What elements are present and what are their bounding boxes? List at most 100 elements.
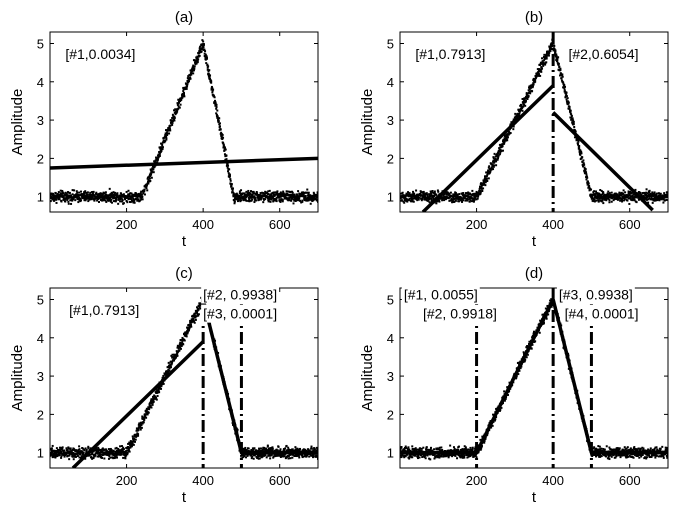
data-point [472, 447, 474, 449]
data-point [218, 117, 220, 119]
data-point [176, 355, 178, 357]
data-point [292, 448, 294, 450]
data-point [79, 453, 81, 455]
data-point [194, 322, 196, 324]
data-point [244, 447, 246, 449]
data-point [582, 159, 584, 161]
data-point [162, 146, 164, 148]
x-tick-label: 600 [269, 473, 291, 488]
data-point [514, 113, 516, 115]
data-point [202, 41, 204, 43]
data-point [142, 198, 144, 200]
data-point [429, 458, 431, 460]
data-point [298, 456, 300, 458]
y-tick-label: 2 [37, 407, 44, 422]
data-point [290, 200, 292, 202]
data-point [216, 106, 218, 108]
data-point [533, 83, 535, 85]
data-point [91, 452, 93, 454]
data-point [240, 199, 242, 201]
x-tick-label: 400 [192, 217, 214, 232]
data-point [198, 309, 200, 311]
fit-line [50, 158, 318, 168]
data-point [134, 202, 136, 204]
data-point [308, 456, 310, 458]
data-point [60, 457, 62, 459]
data-point [225, 158, 227, 160]
data-point [268, 200, 270, 202]
data-point [488, 177, 490, 179]
data-point [188, 80, 190, 82]
data-point [418, 199, 420, 201]
data-point [209, 74, 211, 76]
data-point [548, 55, 550, 57]
panel-title: (a) [175, 9, 193, 26]
panel-title: (c) [175, 265, 193, 282]
data-point [403, 202, 405, 204]
data-point [402, 192, 404, 194]
data-point [262, 201, 264, 203]
data-point [609, 192, 611, 194]
segment-annotation: [#2, 0.9938] [203, 286, 277, 302]
data-point [588, 182, 590, 184]
data-point [150, 406, 152, 408]
data-point [197, 61, 199, 63]
data-point [186, 83, 188, 85]
data-point [89, 192, 91, 194]
data-point [93, 191, 95, 193]
data-point [255, 200, 257, 202]
data-point [585, 168, 587, 170]
data-point [126, 191, 128, 193]
data-point [558, 63, 560, 65]
y-axis-label: Amplitude [9, 345, 26, 412]
data-point [152, 404, 154, 406]
data-point [255, 197, 257, 199]
data-point [289, 457, 291, 459]
data-point [663, 192, 665, 194]
data-point [559, 68, 561, 70]
data-point [133, 444, 135, 446]
data-point [578, 145, 580, 147]
data-point [193, 68, 195, 70]
data-point [573, 123, 575, 125]
data-point [253, 447, 255, 449]
data-point [229, 174, 231, 176]
data-point [578, 147, 580, 149]
data-point [133, 200, 135, 202]
data-point [51, 447, 53, 449]
y-tick-label: 2 [387, 151, 394, 166]
data-point [477, 196, 479, 198]
data-point [231, 183, 233, 185]
data-point [463, 455, 465, 457]
data-point [298, 198, 300, 200]
data-point [566, 95, 568, 97]
data-point [78, 192, 80, 194]
data-point [462, 192, 464, 194]
data-point [567, 97, 569, 99]
data-point [186, 85, 188, 87]
data-point [137, 435, 139, 437]
data-point [413, 201, 415, 203]
data-point [608, 199, 610, 201]
data-point [656, 193, 658, 195]
data-point [70, 447, 72, 449]
data-point [149, 180, 151, 182]
data-point [652, 202, 654, 204]
data-point [135, 439, 137, 441]
data-point [310, 203, 312, 205]
data-point [111, 202, 113, 204]
data-point [170, 366, 172, 368]
data-point [53, 200, 55, 202]
data-point [168, 132, 170, 134]
data-point [55, 192, 57, 194]
data-point [435, 202, 437, 204]
data-point [282, 200, 284, 202]
data-point [278, 446, 280, 448]
data-point [190, 326, 192, 328]
data-point [122, 199, 124, 201]
data-point [114, 194, 116, 196]
data-point [77, 201, 79, 203]
data-point [216, 104, 218, 106]
data-point [626, 200, 628, 202]
data-point [161, 144, 163, 146]
